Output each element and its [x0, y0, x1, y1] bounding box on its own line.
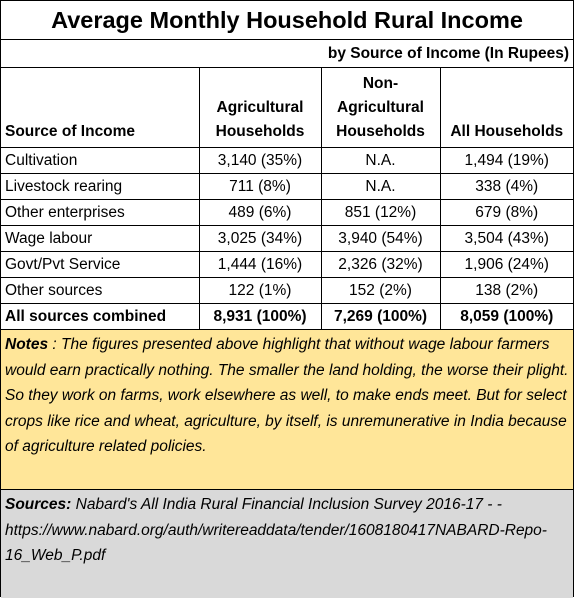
data-row: Govt/Pvt Service 1,444 (16%) 2,326 (32%) 1,…	[1, 251, 574, 278]
header-row: Source of Income Agricultural Households No…	[1, 67, 574, 148]
notes-text: : The figures presented above highlight …	[5, 336, 569, 455]
notes-label: Notes	[5, 336, 49, 353]
source-cell: Wage labour	[1, 225, 200, 252]
value-cell: 679 (8%)	[439, 199, 574, 226]
value-cell: 851 (12%)	[320, 199, 441, 226]
value-cell: 2,326 (32%)	[320, 251, 441, 278]
value-cell: 711 (8%)	[198, 173, 322, 200]
notes-box: Notes : The figures presented above high…	[1, 330, 573, 490]
value-cell: 1,444 (16%)	[198, 251, 322, 278]
value-cell: 8,059 (100%)	[439, 303, 574, 330]
value-cell: 1,494 (19%)	[439, 147, 574, 174]
sources-box: Sources: Nabard's All India Rural Financ…	[1, 490, 573, 598]
income-table: Average Monthly Household Rural Income b…	[1, 1, 574, 330]
source-cell: Other sources	[1, 277, 200, 304]
subtitle: by Source of Income (In Rupees)	[1, 39, 574, 68]
value-cell: 3,025 (34%)	[198, 225, 322, 252]
sources-text: Nabard's All India Rural Financial Inclu…	[5, 496, 547, 564]
source-cell: Cultivation	[1, 147, 200, 174]
source-cell: Livestock rearing	[1, 173, 200, 200]
header-text: Households	[215, 123, 305, 140]
value-cell: 138 (2%)	[439, 277, 574, 304]
value-cell: 489 (6%)	[198, 199, 322, 226]
title: Average Monthly Household Rural Income	[1, 1, 574, 40]
header-text: Households	[336, 123, 425, 140]
source-cell: Govt/Pvt Service	[1, 251, 200, 278]
value-cell: 7,269 (100%)	[320, 303, 441, 330]
header-cell: Source of Income	[1, 67, 200, 148]
value-cell: 8,931 (100%)	[198, 303, 322, 330]
table-body: Average Monthly Household Rural Income b…	[1, 1, 574, 330]
data-row: Wage labour 3,025 (34%) 3,940 (54%) 3,504 (…	[1, 225, 574, 252]
data-row: Other sources 122 (1%) 152 (2%) 138 (2%)	[1, 277, 574, 304]
header-cell: Non- Agricultural Households	[320, 67, 441, 148]
header-text: Agricultural	[337, 99, 424, 116]
header-text: Agricultural	[216, 99, 304, 116]
header-text: All Households	[450, 123, 564, 140]
sources-label: Sources:	[5, 496, 72, 513]
value-cell: 3,140 (35%)	[198, 147, 322, 174]
source-cell: Other enterprises	[1, 199, 200, 226]
value-cell: 3,940 (54%)	[320, 225, 441, 252]
header-text: Non-	[362, 75, 399, 92]
value-cell: 152 (2%)	[320, 277, 441, 304]
source-cell: All sources combined	[1, 303, 200, 330]
header-text: Source of Income	[5, 123, 136, 140]
subtitle-row: by Source of Income (In Rupees)	[1, 39, 574, 68]
value-cell: N.A.	[320, 173, 441, 200]
value-cell: N.A.	[320, 147, 441, 174]
header-cell: Agricultural Households	[198, 67, 322, 148]
value-cell: 1,906 (24%)	[439, 251, 574, 278]
data-row: Cultivation 3,140 (35%) N.A. 1,494 (19%)	[1, 147, 574, 174]
title-row: Average Monthly Household Rural Income	[1, 1, 574, 40]
header-cell: All Households	[439, 67, 574, 148]
data-row: Other enterprises 489 (6%) 851 (12%) 679 (8…	[1, 199, 574, 226]
value-cell: 3,504 (43%)	[439, 225, 574, 252]
data-row: All sources combined 8,931 (100%) 7,269 (1…	[1, 303, 574, 330]
data-row: Livestock rearing 711 (8%) N.A. 338 (4%)	[1, 173, 574, 200]
value-cell: 122 (1%)	[198, 277, 322, 304]
value-cell: 338 (4%)	[439, 173, 574, 200]
